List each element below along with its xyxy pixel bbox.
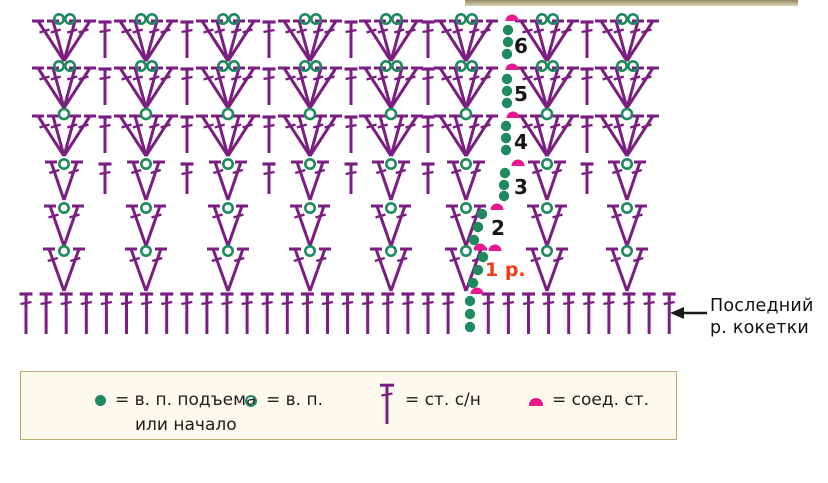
- chain-filled-icon: [95, 395, 106, 406]
- legend-item-double-crochet: = ст. с/н: [378, 383, 481, 425]
- row-label-5: 2: [491, 216, 505, 240]
- stitch-chart: 6 5 4 32 1 р.: [19, 13, 707, 334]
- legend-item-turning-chain: = в. п. подъема или начало: [95, 388, 256, 438]
- double-crochet-icon: [380, 383, 394, 424]
- stitch-row-1: [43, 245, 648, 292]
- legend-label: = соед. ст.: [552, 390, 650, 410]
- legend-item-chain: = в. п.: [245, 388, 323, 413]
- row-label-4: 3: [514, 175, 528, 199]
- cropped-box-edge: [465, 0, 798, 6]
- yoke-note-line1: Последний: [710, 296, 814, 316]
- stitch-row-3: [45, 158, 646, 201]
- foundation-row: [19, 292, 676, 334]
- stitch-row-6: [32, 13, 659, 62]
- stitch-row-5: [32, 59, 659, 109]
- yoke-note: Последний р. кокетки: [710, 295, 814, 339]
- row-label-3: 4: [514, 130, 528, 154]
- stitch-row-2: [44, 202, 647, 247]
- row-label-1: 6: [514, 34, 528, 58]
- legend-item-slip-stitch: = соед. ст.: [529, 388, 649, 413]
- stitch-row-4: [32, 107, 659, 157]
- row-label-6: 1 р.: [485, 259, 526, 281]
- yoke-arrow: [670, 307, 707, 319]
- legend-label: = в. п.: [266, 390, 323, 410]
- legend-label: = ст. с/н: [405, 390, 481, 410]
- legend-label: = в. п. подъема или начало: [115, 388, 256, 438]
- chain-open-icon: [245, 395, 257, 407]
- row-label-2: 5: [514, 82, 528, 106]
- legend-box: = в. п. подъема или начало = в. п. = ст. …: [20, 371, 677, 440]
- slip-stitch-icon: [529, 398, 543, 406]
- legend-label-line1: = в. п. подъема: [115, 390, 257, 410]
- turning-chain-column: [464, 14, 525, 333]
- yoke-note-line2: р. кокетки: [710, 318, 809, 338]
- legend-label-line2: или начало: [135, 415, 237, 435]
